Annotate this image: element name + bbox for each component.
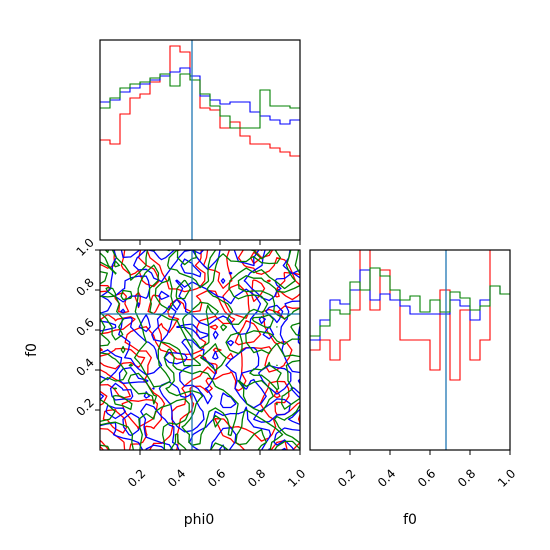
x-axis-label-f0: f0 xyxy=(403,512,417,528)
x2-tick-label: 0.6 xyxy=(415,466,438,489)
x2-tick-label: 1.0 xyxy=(495,466,518,489)
y-axis-label-f0: f0 xyxy=(24,343,40,357)
axes-frame xyxy=(99,249,301,451)
y-tick-label: 0.6 xyxy=(73,315,96,338)
histogram-series-1 xyxy=(310,250,501,381)
histogram-series-3 xyxy=(310,267,510,337)
x-tick-label: 1.0 xyxy=(285,466,308,489)
histogram-series-3 xyxy=(100,73,300,129)
x-tick-label: 0.2 xyxy=(125,466,148,489)
contour-series-1-level-2 xyxy=(100,250,300,450)
x2-tick-label: 0.8 xyxy=(455,466,478,489)
tick-marks xyxy=(95,240,511,455)
x-tick-label: 0.8 xyxy=(245,466,268,489)
phi0-f0-contour-panel xyxy=(99,249,301,451)
x2-tick-label: 0.2 xyxy=(335,466,358,489)
histogram-steps xyxy=(100,45,300,157)
histogram-steps xyxy=(310,250,510,381)
x-tick-label: 0.6 xyxy=(205,466,228,489)
x-tick-label: 0.4 xyxy=(165,466,188,489)
axes-frame xyxy=(99,39,301,241)
contour-series-2-level-1 xyxy=(100,250,300,450)
x-axis-label-phi0: phi0 xyxy=(184,512,215,528)
x2-tick-label: 0.4 xyxy=(375,466,398,489)
contour-lines xyxy=(100,250,300,450)
y-tick-label: 0.8 xyxy=(73,275,96,298)
axes-frame xyxy=(309,249,511,451)
contour-series-3-level-2 xyxy=(100,250,300,450)
contour-series-3-level-1 xyxy=(100,250,300,450)
histogram-series-2 xyxy=(100,67,300,125)
histogram-series-2 xyxy=(310,269,510,341)
y-tick-label: 1.0 xyxy=(73,235,96,258)
f0-marginal-histogram xyxy=(309,249,511,451)
y-tick-label: 0.2 xyxy=(73,395,96,418)
phi0-marginal-histogram xyxy=(99,39,301,241)
y-tick-label: 0.4 xyxy=(73,355,96,378)
